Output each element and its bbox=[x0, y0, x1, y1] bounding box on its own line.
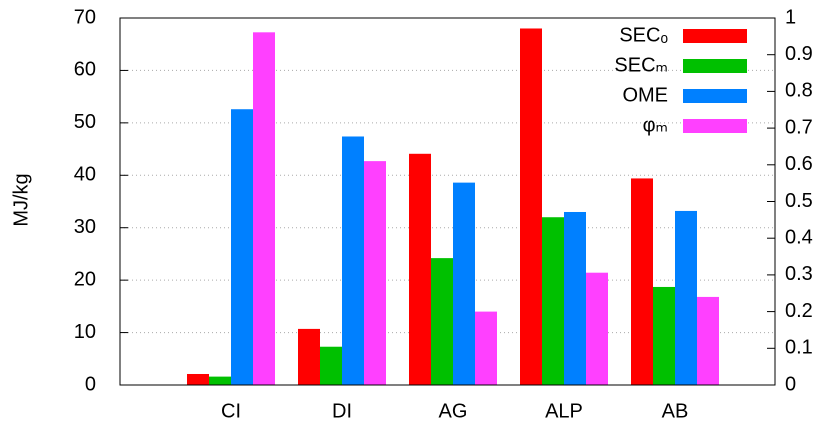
bar bbox=[209, 376, 231, 385]
bar bbox=[475, 311, 497, 385]
legend-swatch bbox=[683, 59, 747, 73]
bar bbox=[653, 286, 675, 385]
bar bbox=[542, 217, 564, 385]
bar bbox=[231, 109, 253, 386]
y2-tick-label: 0.6 bbox=[785, 153, 813, 175]
x-tick-label: CI bbox=[221, 400, 241, 422]
y-axis-label: MJ/kg bbox=[10, 173, 32, 226]
bar bbox=[409, 153, 431, 385]
bar bbox=[697, 296, 719, 385]
bar bbox=[675, 210, 697, 385]
y-tick-label: 10 bbox=[74, 321, 96, 343]
y2-tick-label: 0.2 bbox=[785, 300, 813, 322]
legend-swatch bbox=[683, 89, 747, 103]
plot-frame bbox=[119, 17, 776, 386]
bar bbox=[187, 373, 209, 385]
y2-tick-label: 0.7 bbox=[785, 116, 813, 138]
legend-swatch bbox=[683, 29, 747, 43]
bar bbox=[364, 161, 386, 385]
y2-tick-label: 0.1 bbox=[785, 337, 813, 359]
y2-tick-label: 0.8 bbox=[785, 80, 813, 102]
bar bbox=[342, 136, 364, 385]
bar bbox=[431, 258, 453, 385]
x-tick-label: AG bbox=[439, 400, 468, 422]
y-tick-label: 60 bbox=[74, 59, 96, 81]
legend-label: OME bbox=[622, 84, 668, 106]
bar bbox=[564, 211, 586, 385]
bar bbox=[298, 328, 320, 385]
y2-tick-label: 0.3 bbox=[785, 263, 813, 285]
legend-label: SECₘ bbox=[614, 54, 668, 76]
legend-label: SECₒ bbox=[619, 24, 668, 46]
legend-label: φₘ bbox=[643, 114, 668, 136]
bar bbox=[453, 182, 475, 385]
bar bbox=[320, 346, 342, 385]
y2-tick-label: 0.4 bbox=[785, 226, 813, 248]
y-tick-label: 30 bbox=[74, 216, 96, 238]
y-tick-label: 70 bbox=[74, 6, 96, 28]
x-tick-label: AB bbox=[662, 400, 689, 422]
bar bbox=[520, 28, 542, 385]
y-tick-label: 50 bbox=[74, 111, 96, 133]
legend-swatch bbox=[683, 119, 747, 133]
bar bbox=[631, 178, 653, 385]
bar bbox=[253, 32, 275, 386]
y2-tick-label: 0.5 bbox=[785, 190, 813, 212]
y2-tick-label: 1 bbox=[785, 6, 796, 28]
y2-tick-label: 0.9 bbox=[785, 43, 813, 65]
y2-tick-label: 0 bbox=[785, 373, 796, 395]
y-tick-label: 40 bbox=[74, 164, 96, 186]
y-tick-label: 20 bbox=[74, 268, 96, 290]
x-tick-label: ALP bbox=[545, 400, 583, 422]
bar bbox=[586, 272, 608, 385]
y-tick-label: 0 bbox=[85, 373, 96, 395]
x-tick-label: DI bbox=[332, 400, 352, 422]
